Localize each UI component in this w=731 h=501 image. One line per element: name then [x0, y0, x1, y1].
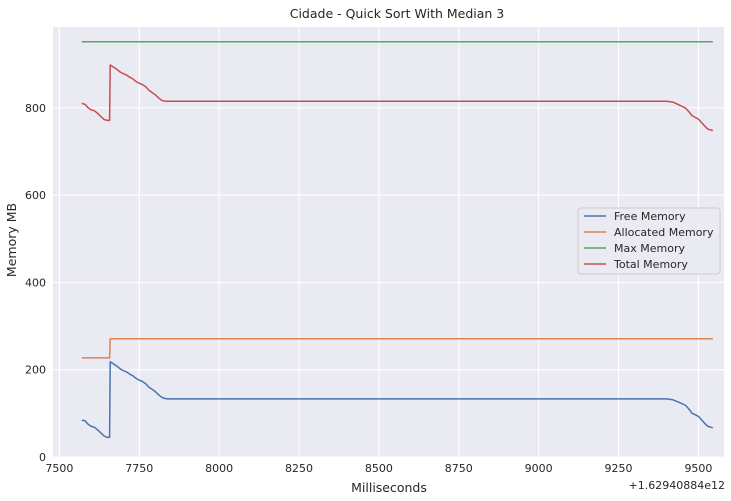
x-tick-label: 8750	[445, 462, 473, 475]
y-tick-label: 0	[39, 451, 46, 464]
y-tick-label: 600	[25, 189, 46, 202]
series-group	[81, 41, 714, 439]
legend-label-total-memory: Total Memory	[613, 258, 688, 271]
x-tick-label: 9500	[684, 462, 712, 475]
x-tick-label: 7500	[45, 462, 73, 475]
legend-label-max-memory: Max Memory	[614, 242, 685, 255]
x-axis-ticks: 7500 7750 8000 8250 8500 8750 9000 9250 9500	[45, 462, 712, 475]
series-line-allocated-memory	[81, 337, 713, 359]
x-tick-label: 9250	[605, 462, 633, 475]
x-tick-label: 8500	[365, 462, 393, 475]
legend: Free Memory Allocated Memory Max Memory Tot…	[577, 207, 721, 275]
x-axis-label: Milliseconds	[351, 480, 427, 495]
series-line-total-memory	[81, 64, 713, 132]
x-axis-offset-label: +1.62940884e12	[629, 479, 725, 492]
legend-label-allocated-memory: Allocated Memory	[614, 226, 714, 239]
series-line-free-memory	[81, 361, 714, 439]
y-tick-label: 200	[25, 364, 46, 377]
y-axis-ticks: 0 200 400 600 800	[25, 102, 46, 464]
legend-label-free-memory: Free Memory	[614, 210, 686, 223]
legend-box	[577, 207, 721, 275]
x-tick-label: 9000	[525, 462, 553, 475]
y-axis-label: Memory MB	[4, 203, 19, 277]
x-tick-label: 8000	[205, 462, 233, 475]
x-tick-label: 7750	[125, 462, 153, 475]
y-tick-label: 800	[25, 102, 46, 115]
y-tick-label: 400	[25, 276, 46, 289]
chart-title: Cidade - Quick Sort With Median 3	[290, 6, 505, 21]
x-tick-label: 8250	[285, 462, 313, 475]
